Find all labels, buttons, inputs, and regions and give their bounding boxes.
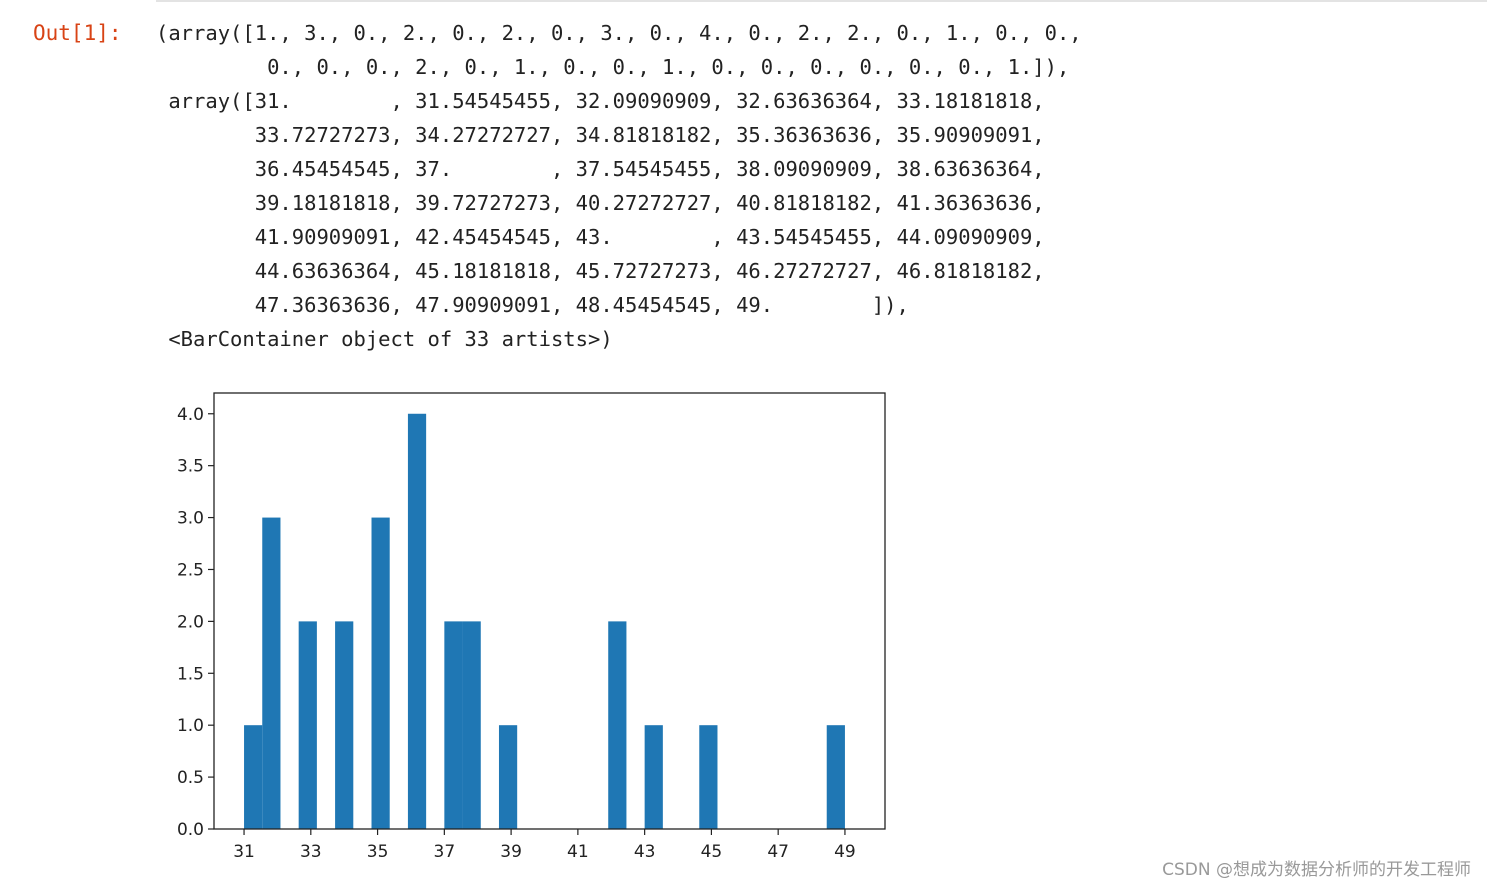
histogram-bar xyxy=(444,621,463,829)
histogram-bar xyxy=(644,725,663,829)
output-line: <BarContainer object of 33 artists>) xyxy=(156,327,613,351)
x-ticks-layer: 31 33 35 37 39 41 43 45 47 49 xyxy=(233,829,856,862)
y-ticks-layer: 0.0 0.5 1.0 1.5 2.0 2.5 3.0 3.5 4.0 xyxy=(177,405,214,840)
output-line: 44.63636364, 45.18181818, 45.72727273, 4… xyxy=(156,259,1045,283)
output-line: 36.45454545, 37. , 37.54545455, 38.09090… xyxy=(156,157,1045,181)
histogram-bar xyxy=(244,725,263,829)
histogram-plot: 0.0 0.5 1.0 1.5 2.0 2.5 3.0 3.5 4.0 31 33 35 37 39 41… xyxy=(150,380,910,880)
y-tick-label: 0.5 xyxy=(177,768,204,788)
output-line: (array([1., 3., 0., 2., 0., 2., 0., 3., … xyxy=(156,21,1082,45)
output-line: 41.90909091, 42.45454545, 43. , 43.54545… xyxy=(156,225,1045,249)
y-tick-label: 3.0 xyxy=(177,509,204,529)
output-line: 47.36363636, 47.90909091, 48.45454545, 4… xyxy=(156,293,909,317)
output-line: 39.18181818, 39.72727273, 40.27272727, 4… xyxy=(156,191,1045,215)
x-tick-label: 45 xyxy=(701,842,723,862)
histogram-bar xyxy=(699,725,718,829)
y-tick-label: 2.5 xyxy=(177,560,204,580)
histogram-chart: 0.0 0.5 1.0 1.5 2.0 2.5 3.0 3.5 4.0 31 33 35 37 39 41… xyxy=(177,392,886,862)
histogram-bar xyxy=(371,517,390,829)
x-tick-label: 39 xyxy=(500,842,522,862)
histogram-bar xyxy=(462,621,481,829)
bars-layer xyxy=(244,413,845,829)
output-line: 0., 0., 0., 2., 0., 1., 0., 0., 1., 0., … xyxy=(156,55,1070,79)
y-tick-label: 1.5 xyxy=(177,664,204,684)
histogram-bar xyxy=(298,621,317,829)
histogram-bar xyxy=(335,621,354,829)
axes-frame xyxy=(213,392,886,830)
y-tick-label: 2.0 xyxy=(177,612,204,632)
output-text: (array([1., 3., 0., 2., 0., 2., 0., 3., … xyxy=(156,16,1082,356)
x-tick-label: 33 xyxy=(300,842,322,862)
output-line: 33.72727273, 34.27272727, 34.81818182, 3… xyxy=(156,123,1045,147)
histogram-bar xyxy=(498,725,518,829)
cell-top-border xyxy=(156,0,1487,2)
y-tick-label: 0.0 xyxy=(177,820,204,840)
output-line: array([31. , 31.54545455, 32.09090909, 3… xyxy=(156,89,1045,113)
y-tick-label: 4.0 xyxy=(177,405,204,425)
x-tick-label: 31 xyxy=(233,842,255,862)
histogram-bar xyxy=(407,413,427,829)
y-tick-label: 3.5 xyxy=(177,457,204,477)
x-tick-label: 35 xyxy=(367,842,389,862)
y-tick-label: 1.0 xyxy=(177,716,204,736)
x-tick-label: 43 xyxy=(634,842,656,862)
x-tick-label: 37 xyxy=(434,842,456,862)
histogram-bar xyxy=(826,725,845,829)
watermark: CSDN @想成为数据分析师的开发工程师 xyxy=(1162,860,1471,880)
histogram-bar xyxy=(262,517,281,829)
x-tick-label: 41 xyxy=(567,842,589,862)
x-tick-label: 49 xyxy=(834,842,856,862)
x-tick-label: 47 xyxy=(767,842,789,862)
output-prompt: Out[1]: xyxy=(33,21,122,45)
histogram-bar xyxy=(608,621,627,829)
